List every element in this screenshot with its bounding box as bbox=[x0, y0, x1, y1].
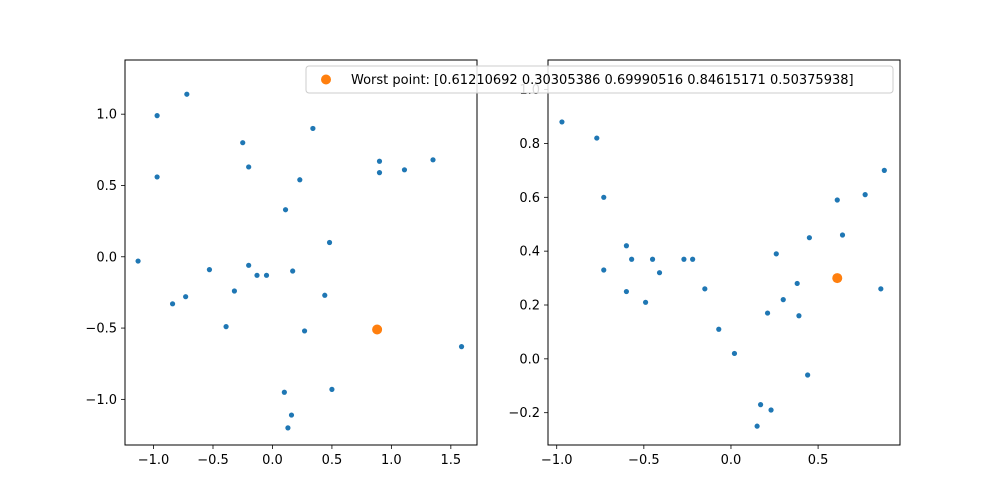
x-tick-label: −1.0 bbox=[541, 453, 573, 468]
data-point bbox=[702, 286, 708, 292]
data-point bbox=[231, 288, 238, 294]
legend: Worst point: [0.61210692 0.30305386 0.69… bbox=[305, 65, 894, 94]
data-point bbox=[246, 164, 252, 170]
left-scatter-plot: −1.0 −0.5 0.0 0.5 1.0 1.5 −1.0 −0.5 0.0 0.5 1.0 bbox=[85, 59, 478, 468]
data-point bbox=[240, 140, 246, 146]
data-point bbox=[768, 407, 774, 413]
data-point bbox=[805, 372, 811, 378]
data-point bbox=[401, 167, 408, 173]
data-point bbox=[796, 313, 802, 319]
worst-point bbox=[372, 324, 383, 335]
data-point bbox=[601, 194, 607, 200]
data-point bbox=[301, 328, 308, 334]
data-point bbox=[690, 256, 696, 262]
data-point bbox=[263, 272, 270, 278]
worst-point bbox=[832, 273, 843, 284]
data-point bbox=[757, 402, 764, 408]
data-point bbox=[288, 412, 295, 418]
right-scatter-plot: −1.0−0.50.00.5−0.20.00.20.40.60.81.0 bbox=[508, 59, 901, 468]
x-tick-label: 0.0 bbox=[721, 453, 742, 468]
axes-frame bbox=[124, 59, 478, 446]
legend-label: Worst point: [0.61210692 0.30305386 0.69… bbox=[351, 73, 854, 88]
data-point bbox=[310, 125, 316, 132]
data-point bbox=[754, 423, 760, 429]
data-point bbox=[183, 294, 189, 300]
axes-frame bbox=[547, 59, 901, 446]
data-point bbox=[458, 344, 465, 350]
x-tick-label: 0.5 bbox=[808, 453, 829, 468]
data-point bbox=[169, 301, 176, 307]
data-point bbox=[773, 251, 779, 257]
data-point bbox=[246, 262, 252, 268]
y-tick-label: −0.5 bbox=[85, 322, 117, 337]
y-tick-label: 0.0 bbox=[519, 352, 540, 367]
data-point bbox=[862, 192, 868, 198]
data-point bbox=[594, 135, 600, 141]
data-point bbox=[559, 119, 565, 125]
plot-area bbox=[125, 60, 477, 445]
data-point bbox=[834, 197, 840, 203]
data-point bbox=[681, 256, 687, 262]
data-point bbox=[878, 286, 884, 292]
data-point bbox=[806, 235, 812, 241]
data-point bbox=[254, 272, 260, 278]
y-tick-label: −1.0 bbox=[85, 393, 117, 408]
data-point bbox=[642, 299, 649, 305]
data-point bbox=[154, 113, 160, 119]
x-tick-label: 0.5 bbox=[322, 453, 343, 468]
data-point bbox=[656, 270, 663, 276]
data-point bbox=[623, 288, 630, 295]
y-tick-label: 0.4 bbox=[519, 245, 540, 260]
data-point bbox=[430, 157, 436, 163]
data-point bbox=[282, 207, 289, 213]
data-point bbox=[376, 158, 383, 164]
x-tick-label: −0.5 bbox=[628, 453, 660, 468]
data-point bbox=[285, 425, 291, 431]
data-point bbox=[281, 389, 287, 395]
data-point bbox=[716, 326, 722, 332]
data-point bbox=[297, 177, 303, 183]
data-point bbox=[290, 268, 296, 274]
data-point bbox=[601, 267, 607, 273]
y-tick-label: −0.2 bbox=[508, 406, 540, 421]
data-point bbox=[329, 386, 335, 392]
plot-area bbox=[548, 60, 900, 445]
x-tick-label: 1.5 bbox=[440, 453, 461, 468]
data-point bbox=[764, 310, 771, 316]
y-tick-label: 0.8 bbox=[519, 137, 540, 152]
data-point bbox=[322, 292, 328, 298]
data-point bbox=[135, 258, 141, 264]
data-point bbox=[623, 243, 630, 249]
data-point bbox=[376, 170, 383, 176]
y-tick-label: 0.0 bbox=[96, 250, 117, 265]
data-point bbox=[223, 324, 229, 330]
data-point bbox=[629, 256, 635, 262]
data-point bbox=[881, 167, 887, 173]
y-tick-label: 0.2 bbox=[519, 299, 540, 314]
data-point bbox=[184, 91, 190, 97]
data-point bbox=[731, 350, 738, 357]
legend-marker bbox=[321, 74, 331, 85]
data-point bbox=[780, 297, 786, 303]
x-tick-label: −0.5 bbox=[197, 453, 229, 468]
data-point bbox=[326, 239, 333, 246]
x-tick-label: 1.0 bbox=[381, 453, 402, 468]
legend-frame bbox=[305, 65, 894, 94]
data-point bbox=[154, 174, 160, 180]
y-tick-label: 1.0 bbox=[96, 108, 117, 123]
data-point bbox=[649, 256, 656, 262]
data-point bbox=[206, 267, 213, 273]
x-tick-label: −1.0 bbox=[138, 453, 170, 468]
y-tick-label: 0.5 bbox=[96, 179, 117, 194]
data-point bbox=[794, 280, 800, 287]
y-tick-label: 0.6 bbox=[519, 191, 540, 206]
x-tick-label: 0.0 bbox=[262, 453, 283, 468]
data-point bbox=[839, 232, 846, 238]
